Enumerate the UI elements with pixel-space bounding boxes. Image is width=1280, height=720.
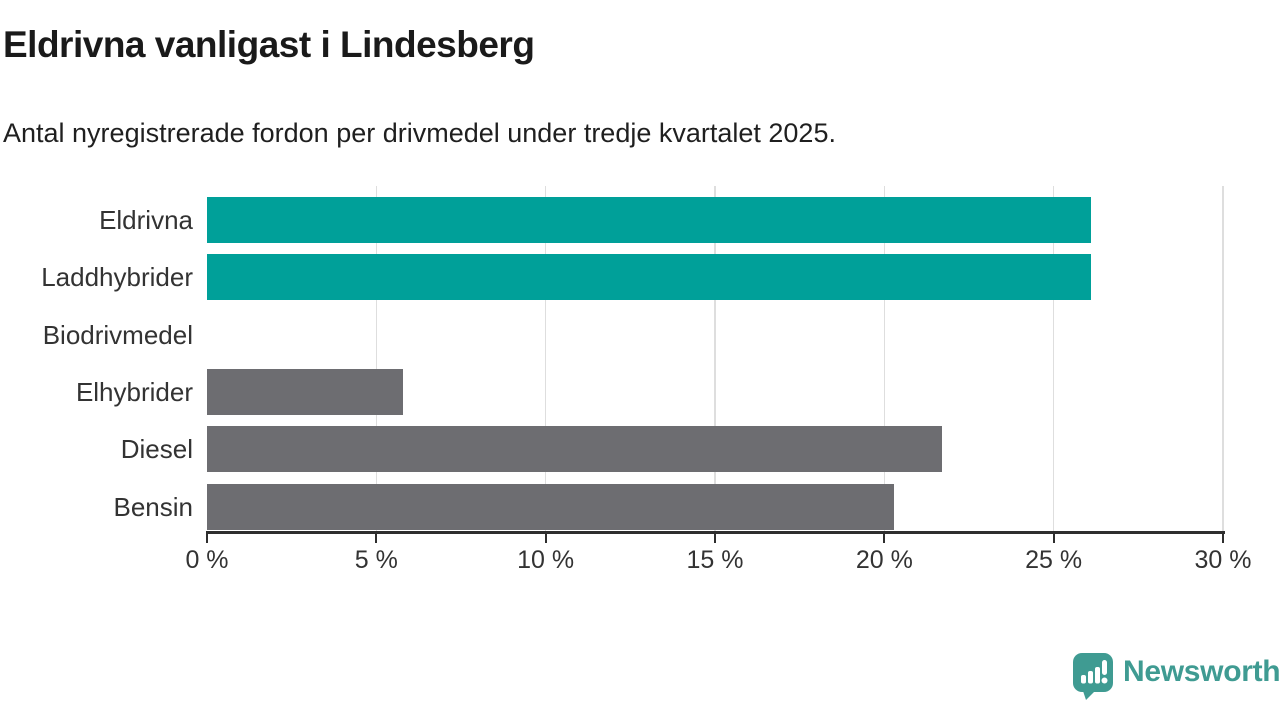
- bar: [207, 197, 1091, 243]
- bar: [207, 368, 404, 415]
- category-label: Elhybrider: [75, 376, 193, 407]
- gridline: [883, 186, 886, 531]
- category-label: Biodrivmedel: [42, 319, 193, 350]
- x-axis-tick-label: 25 %: [1025, 546, 1083, 574]
- chart-title: Eldrivna vanligast i Lindesberg: [3, 24, 535, 65]
- gridline: [714, 186, 716, 531]
- chart-subtitle: Antal nyregistrerade fordon per drivmede…: [3, 118, 836, 148]
- gridline: [1052, 186, 1055, 531]
- x-axis-tick-label: 15 %: [686, 546, 744, 574]
- bar: [207, 483, 895, 530]
- x-axis-tick-label: 30 %: [1194, 546, 1252, 574]
- x-axis-tick: [714, 534, 716, 543]
- gridline: [375, 186, 378, 531]
- gridline: [544, 186, 547, 531]
- x-axis-line: [206, 531, 1225, 534]
- category-label: Laddhybrider: [41, 262, 193, 293]
- x-axis-tick: [1222, 534, 1224, 543]
- bar: [207, 254, 1091, 301]
- x-axis-tick: [206, 534, 208, 543]
- gridline: [1222, 186, 1224, 531]
- category-label: Diesel: [120, 434, 193, 465]
- category-label: Bensin: [113, 491, 194, 522]
- x-axis-tick-label: 5 %: [354, 546, 398, 574]
- bar: [207, 426, 942, 473]
- newsworthy-logo-icon: [1073, 653, 1113, 700]
- category-label: Eldrivna: [99, 205, 193, 235]
- x-axis-tick-label: 20 %: [855, 546, 913, 574]
- x-axis-tick: [1052, 534, 1055, 543]
- x-axis-tick: [375, 534, 378, 543]
- x-axis-tick: [544, 534, 547, 543]
- brand-name: Newsworthy: [1123, 655, 1280, 688]
- x-axis-tick-label: 0 %: [185, 546, 229, 574]
- x-axis-tick: [883, 534, 886, 543]
- x-axis-tick-label: 10 %: [517, 546, 575, 574]
- brand-logo: Newsworthy: [1072, 652, 1280, 700]
